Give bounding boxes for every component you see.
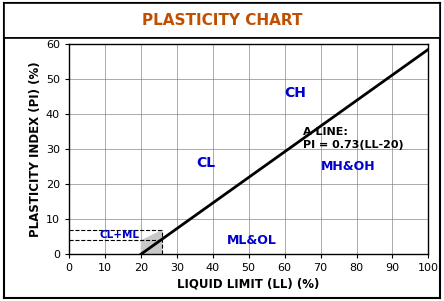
Polygon shape [141, 230, 163, 254]
Text: CH: CH [285, 86, 306, 100]
Text: CL: CL [196, 156, 215, 170]
Text: ML&OL: ML&OL [227, 234, 277, 247]
Text: MH&OH: MH&OH [321, 160, 375, 173]
X-axis label: LIQUID LIMIT (LL) (%): LIQUID LIMIT (LL) (%) [178, 278, 320, 290]
Y-axis label: PLASTICITY INDEX (PI) (%): PLASTICITY INDEX (PI) (%) [28, 61, 41, 237]
Text: PLASTICITY CHART: PLASTICITY CHART [142, 13, 302, 28]
Text: CL+ML: CL+ML [99, 230, 139, 240]
Text: A LINE:
PI = 0.73(LL-20): A LINE: PI = 0.73(LL-20) [302, 127, 403, 150]
